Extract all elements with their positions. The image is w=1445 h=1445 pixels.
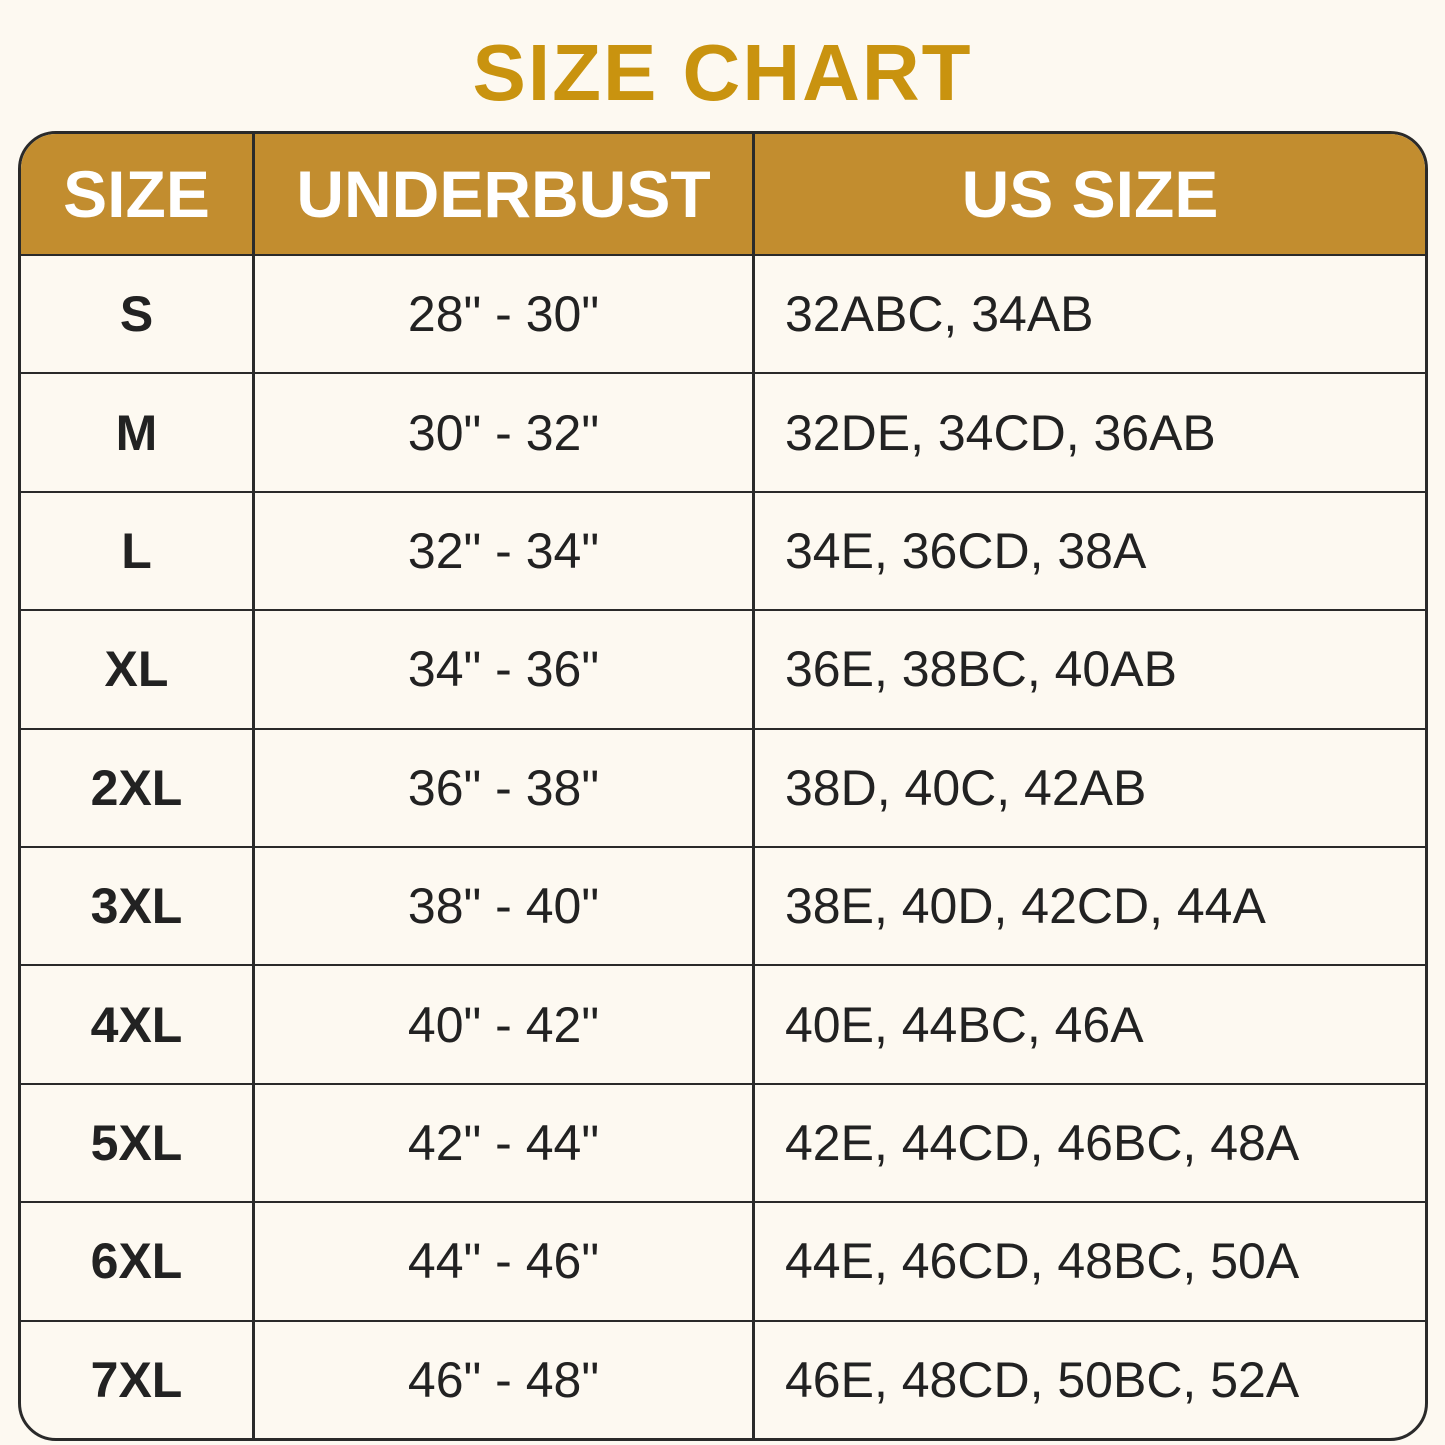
size-cell: 6XL <box>90 1233 183 1290</box>
table-row: S 28" - 30" 32ABC, 34AB <box>21 254 1425 373</box>
table-row: 6XL 44" - 46" 44E, 46CD, 48BC, 50A <box>21 1201 1425 1320</box>
table-row: L 32" - 34" 34E, 36CD, 38A <box>21 490 1425 610</box>
us-size-cell: 36E, 38BC, 40AB <box>752 611 1425 728</box>
underbust-cell: 46" - 48" <box>252 1321 752 1438</box>
underbust-cell: 28" - 30" <box>252 256 752 373</box>
us-size-cell: 32ABC, 34AB <box>752 256 1425 373</box>
table-row: 4XL 40" - 42" 40E, 44BC, 46A <box>21 964 1425 1083</box>
underbust-cell: 44" - 46" <box>252 1203 752 1320</box>
us-size-cell: 38D, 40C, 42AB <box>752 729 1425 846</box>
us-size-cell: 40E, 44BC, 46A <box>752 966 1425 1083</box>
header-size: SIZE <box>63 157 210 231</box>
underbust-cell: 42" - 44" <box>252 1084 752 1202</box>
us-size-cell: 38E, 40D, 42CD, 44A <box>752 847 1425 965</box>
us-size-cell: 42E, 44CD, 46BC, 48A <box>752 1084 1425 1202</box>
us-size-cell: 46E, 48CD, 50BC, 52A <box>752 1321 1425 1438</box>
table-header-row: SIZE UNDERBUST US SIZE <box>21 134 1425 254</box>
underbust-cell: 32" - 34" <box>252 492 752 610</box>
underbust-cell: 38" - 40" <box>252 847 752 965</box>
size-cell: 7XL <box>90 1351 183 1408</box>
page-title: SIZE CHART <box>472 28 973 117</box>
size-chart-table: SIZE UNDERBUST US SIZE S 28" - 30" 32ABC, … <box>18 131 1428 1441</box>
table-row: 3XL 38" - 40" 38E, 40D, 42CD, 44A <box>21 845 1425 965</box>
size-cell: L <box>121 522 152 579</box>
size-cell: 3XL <box>90 878 183 935</box>
underbust-cell: 34" - 36" <box>252 611 752 728</box>
size-cell: 4XL <box>90 996 183 1053</box>
size-cell: XL <box>104 641 169 698</box>
table-row: 7XL 46" - 48" 46E, 48CD, 50BC, 52A <box>21 1319 1425 1438</box>
table-row: XL 34" - 36" 36E, 38BC, 40AB <box>21 609 1425 728</box>
underbust-cell: 30" - 32" <box>252 374 752 491</box>
table-row: 2XL 36" - 38" 38D, 40C, 42AB <box>21 727 1425 846</box>
table-row: M 30" - 32" 32DE, 34CD, 36AB <box>21 372 1425 491</box>
underbust-cell: 40" - 42" <box>252 966 752 1083</box>
size-cell: S <box>119 286 154 343</box>
header-underbust: UNDERBUST <box>252 134 752 254</box>
size-cell: M <box>115 404 158 461</box>
underbust-cell: 36" - 38" <box>252 729 752 846</box>
size-cell: 2XL <box>90 759 183 816</box>
us-size-cell: 44E, 46CD, 48BC, 50A <box>752 1203 1425 1320</box>
header-us-size: US SIZE <box>752 134 1425 254</box>
us-size-cell: 32DE, 34CD, 36AB <box>752 374 1425 491</box>
us-size-cell: 34E, 36CD, 38A <box>752 492 1425 610</box>
size-cell: 5XL <box>90 1114 183 1171</box>
table-row: 5XL 42" - 44" 42E, 44CD, 46BC, 48A <box>21 1082 1425 1202</box>
